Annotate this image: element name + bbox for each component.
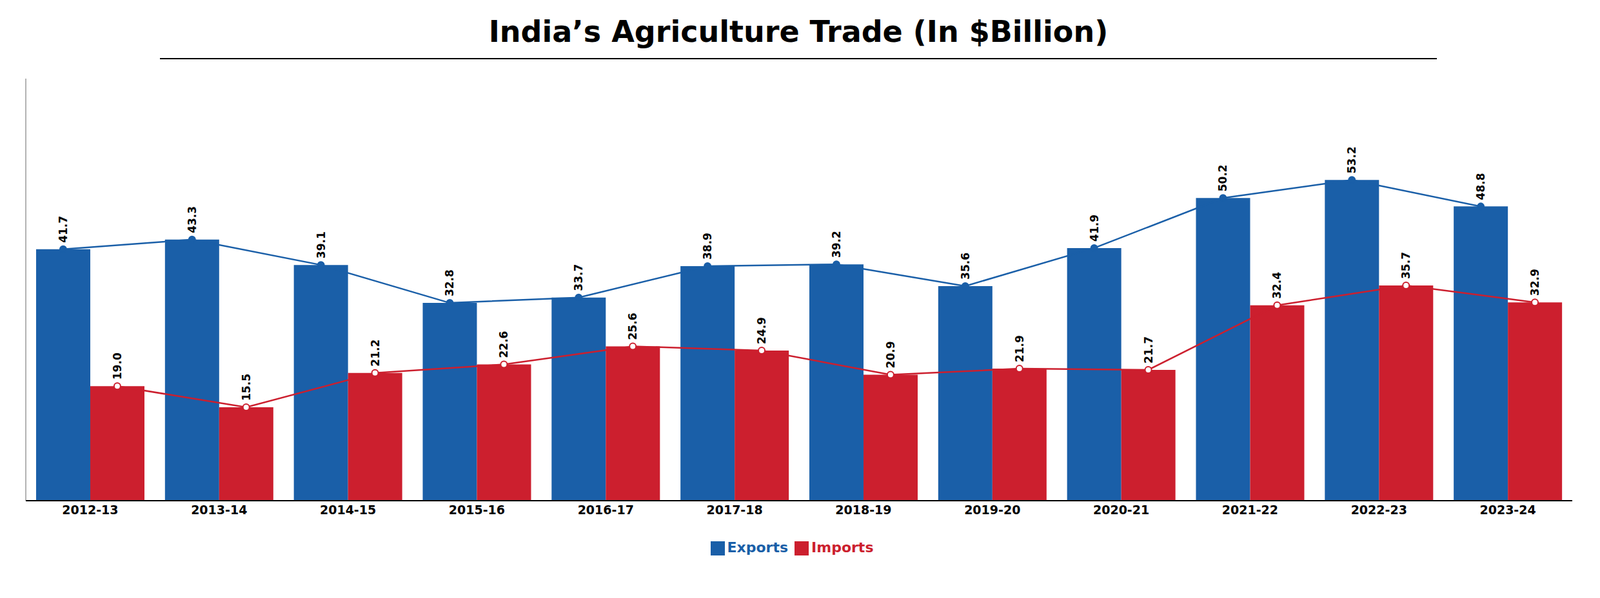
svg-text:41.9: 41.9 [1087, 214, 1101, 242]
svg-text:21.2: 21.2 [368, 339, 382, 367]
svg-text:2017-18: 2017-18 [706, 503, 763, 518]
svg-text:15.5: 15.5 [239, 374, 253, 402]
svg-text:21.9: 21.9 [1013, 335, 1027, 363]
svg-text:2016-17: 2016-17 [577, 503, 634, 518]
svg-text:2018-19: 2018-19 [835, 503, 892, 518]
svg-text:35.7: 35.7 [1399, 252, 1413, 280]
svg-text:39.1: 39.1 [314, 231, 328, 259]
svg-text:48.8: 48.8 [1474, 172, 1488, 200]
svg-text:2019-20: 2019-20 [964, 503, 1021, 518]
svg-text:41.7: 41.7 [56, 216, 70, 244]
svg-text:2014-15: 2014-15 [319, 503, 376, 518]
svg-text:43.3: 43.3 [185, 206, 199, 234]
svg-text:19.0: 19.0 [110, 352, 124, 380]
svg-text:24.9: 24.9 [755, 317, 769, 345]
svg-text:2013-14: 2013-14 [190, 503, 247, 518]
svg-text:35.6: 35.6 [958, 252, 972, 280]
svg-text:21.7: 21.7 [1142, 336, 1156, 364]
svg-text:2023-24: 2023-24 [1479, 503, 1536, 518]
svg-text:2020-21: 2020-21 [1093, 503, 1150, 518]
html-text:Exports: Exports [727, 539, 789, 556]
html-text:India’s Agriculture Trade (In: India’s Agriculture Trade (In $Billion) [488, 14, 1109, 50]
svg-text:22.6: 22.6 [497, 331, 511, 359]
svg-text:2022-23: 2022-23 [1351, 503, 1408, 518]
svg-text:50.2: 50.2 [1216, 164, 1230, 192]
svg-text:38.9: 38.9 [701, 232, 714, 260]
svg-text:2015-16: 2015-16 [448, 503, 505, 518]
svg-text:32.9: 32.9 [1528, 268, 1542, 297]
svg-text:2021-22: 2021-22 [1222, 503, 1279, 518]
svg-text:2012-13: 2012-13 [61, 503, 119, 518]
svg-text:33.7: 33.7 [572, 264, 585, 292]
svg-text:53.2: 53.2 [1345, 146, 1359, 174]
svg-text:32.4: 32.4 [1270, 272, 1284, 300]
svg-text:25.6: 25.6 [626, 313, 640, 341]
html-text:Imports: Imports [811, 539, 874, 556]
svg-text:39.2: 39.2 [829, 230, 843, 258]
svg-text:20.9: 20.9 [884, 341, 898, 369]
svg-text:32.8: 32.8 [443, 269, 456, 297]
